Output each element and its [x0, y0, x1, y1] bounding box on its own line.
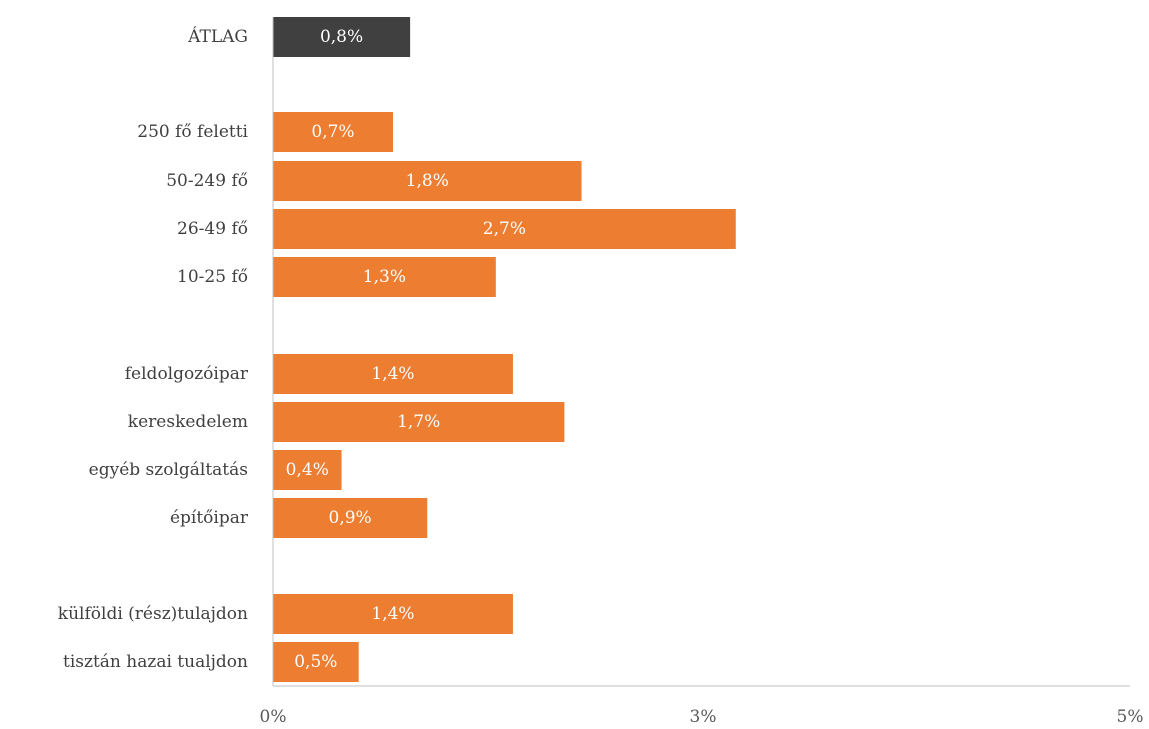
bar: [273, 498, 428, 538]
bar: [273, 642, 359, 682]
bar-value-label: 1,3%: [363, 267, 406, 287]
category-label: 250 fő feletti: [137, 122, 248, 142]
x-tick-labels: 0% 3% 5%: [260, 707, 1144, 727]
bar-value-label: 1,8%: [406, 171, 449, 191]
category-label: feldolgozóipar: [125, 364, 249, 384]
category-label: építőipar: [170, 508, 249, 528]
bar: [273, 257, 496, 297]
bar-value-label: 1,4%: [371, 364, 414, 384]
bar: [273, 354, 513, 394]
bar-value-label: 0,9%: [329, 508, 372, 528]
x-tick-label: 0%: [260, 707, 287, 727]
bars-layer: 0,8% 0,7% 1,8% 2,7% 1,3% 1,4% 1,7% 0,4% 0,9% 1,4%…: [273, 17, 736, 682]
bar: [273, 402, 565, 442]
bar-value-label: 0,8%: [320, 27, 363, 47]
bar-value-label: 2,7%: [483, 219, 526, 239]
bar: [273, 161, 582, 201]
category-labels: ÁTLAG 250 fő feletti 50-249 fő 26-49 fő 10-2…: [58, 26, 249, 672]
bar: [273, 17, 411, 57]
x-tick-label: 5%: [1117, 707, 1144, 727]
bar-value-label: 0,5%: [294, 652, 337, 672]
category-label: ÁTLAG: [187, 26, 248, 47]
bar-value-label: 0,7%: [311, 122, 354, 142]
category-label: kereskedelem: [128, 412, 248, 432]
category-label: egyéb szolgáltatás: [89, 460, 248, 480]
category-label: 10-25 fő: [177, 267, 248, 287]
bar: [273, 450, 342, 490]
bar: [273, 112, 393, 152]
bar: [273, 594, 513, 634]
category-label: külföldi (rész)tulajdon: [58, 604, 248, 624]
bar: [273, 209, 736, 249]
category-label: 50-249 fő: [166, 171, 248, 191]
bar-value-label: 1,4%: [371, 604, 414, 624]
category-label: 26-49 fő: [177, 219, 248, 239]
bar-value-label: 0,4%: [286, 460, 329, 480]
category-label: tisztán hazai tualjdon: [63, 652, 248, 672]
bar-value-label: 1,7%: [397, 412, 440, 432]
x-tick-label: 3%: [690, 707, 717, 727]
